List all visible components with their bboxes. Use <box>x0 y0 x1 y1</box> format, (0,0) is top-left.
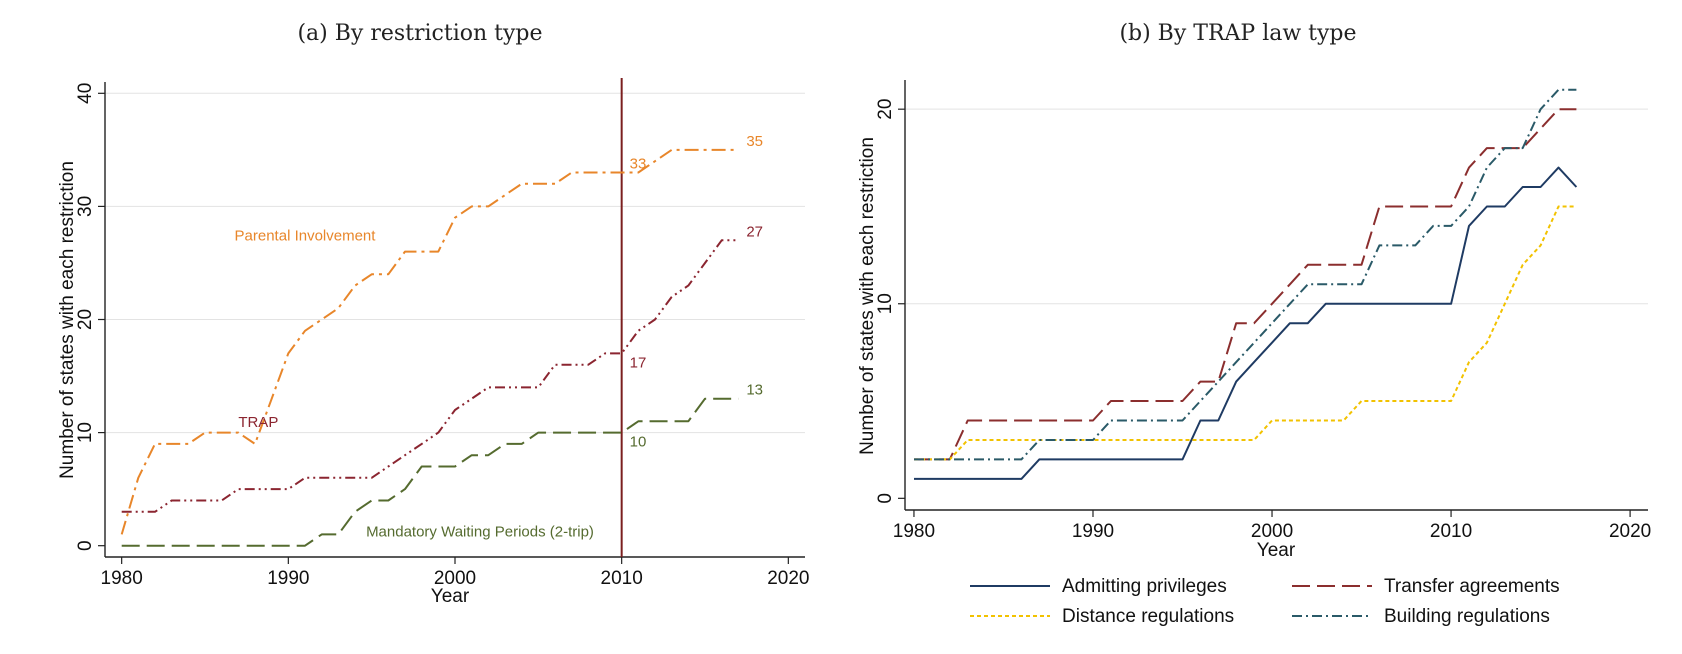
x-tick-label: 2000 <box>1251 521 1293 542</box>
y-tick-label: 30 <box>75 196 96 217</box>
panel-b-axes: 1980 1990 2000 2010 2020 0 10 20 <box>875 80 1651 542</box>
panel-b-y-axis-label: Number of states with each restriction <box>857 137 878 455</box>
legend-label: Admitting privileges <box>1062 576 1227 597</box>
series-line-parental-involvement <box>120 148 739 535</box>
panel-b-series <box>914 88 1578 480</box>
data-label: 17 <box>630 354 647 371</box>
data-label: 33 <box>630 155 647 172</box>
panel-a-series-labels: Parental Involvement 33 35 TRAP 17 27 Mandator… <box>235 133 763 541</box>
data-label: 35 <box>746 133 763 150</box>
x-tick-label: 1990 <box>1072 521 1114 542</box>
panel-a-axes: 1980 1990 2000 2010 2020 0 10 20 30 40 <box>75 78 809 589</box>
panel-a-series <box>120 148 739 547</box>
y-tick-label: 40 <box>75 83 96 104</box>
x-tick-label: 2010 <box>1430 521 1472 542</box>
legend-label: Building regulations <box>1384 606 1550 627</box>
x-tick-label: 1980 <box>893 521 935 542</box>
y-tick-label: 10 <box>75 422 96 443</box>
x-tick-label: 1990 <box>267 568 309 589</box>
y-tick-label: 0 <box>75 540 96 551</box>
y-tick-label: 10 <box>875 293 896 314</box>
data-label: 27 <box>746 223 763 240</box>
x-tick-label: 1980 <box>101 568 143 589</box>
series-line-distance-regulations <box>914 205 1577 461</box>
x-tick-label: 2020 <box>1609 521 1651 542</box>
panel-b-legend: Admitting privileges Transfer agreements D… <box>970 576 1560 627</box>
x-tick-label: 2010 <box>601 568 643 589</box>
series-line-trap <box>121 239 739 513</box>
y-tick-label: 20 <box>875 99 896 120</box>
series-name-label: Mandatory Waiting Periods (2-trip) <box>366 524 594 541</box>
panel-a-restriction-type: (a) By restriction type 1980 1990 2000 2010… <box>57 21 809 607</box>
data-label: 10 <box>630 434 647 451</box>
data-label: 13 <box>746 382 763 399</box>
panel-b-gridlines <box>905 108 1648 305</box>
series-line-transfer-agreements <box>914 108 1577 461</box>
series-line-building-regulations <box>914 88 1577 461</box>
legend-item-building-regulations: Building regulations <box>1292 606 1550 627</box>
x-tick-label: 2000 <box>434 568 476 589</box>
panel-a-title: (a) By restriction type <box>297 21 542 46</box>
series-line-mandatory-waiting-periods-2-trip <box>121 397 739 547</box>
legend-item-transfer-agreements: Transfer agreements <box>1292 576 1560 597</box>
legend-label: Distance regulations <box>1062 606 1234 627</box>
panel-b-title: (b) By TRAP law type <box>1119 21 1356 46</box>
legend-item-distance-regulations: Distance regulations <box>970 606 1234 627</box>
series-name-label: TRAP <box>238 414 278 431</box>
panel-a-x-axis-label: Year <box>431 586 470 607</box>
panel-b-trap-law-type: (b) By TRAP law type 1980 1990 2000 2010 202… <box>857 21 1651 627</box>
x-tick-label: 2020 <box>767 568 809 589</box>
panel-a-y-axis-label: Number of states with each restriction <box>57 161 78 479</box>
y-tick-label: 20 <box>75 309 96 330</box>
legend-label: Transfer agreements <box>1384 576 1560 597</box>
series-name-label: Parental Involvement <box>235 227 377 244</box>
series-line-admitting-privileges <box>914 166 1578 480</box>
y-tick-label: 0 <box>875 493 896 504</box>
panel-a-gridlines <box>105 92 805 434</box>
legend-item-admitting-privileges: Admitting privileges <box>970 576 1227 597</box>
panel-b-x-axis-label: Year <box>1257 540 1296 561</box>
